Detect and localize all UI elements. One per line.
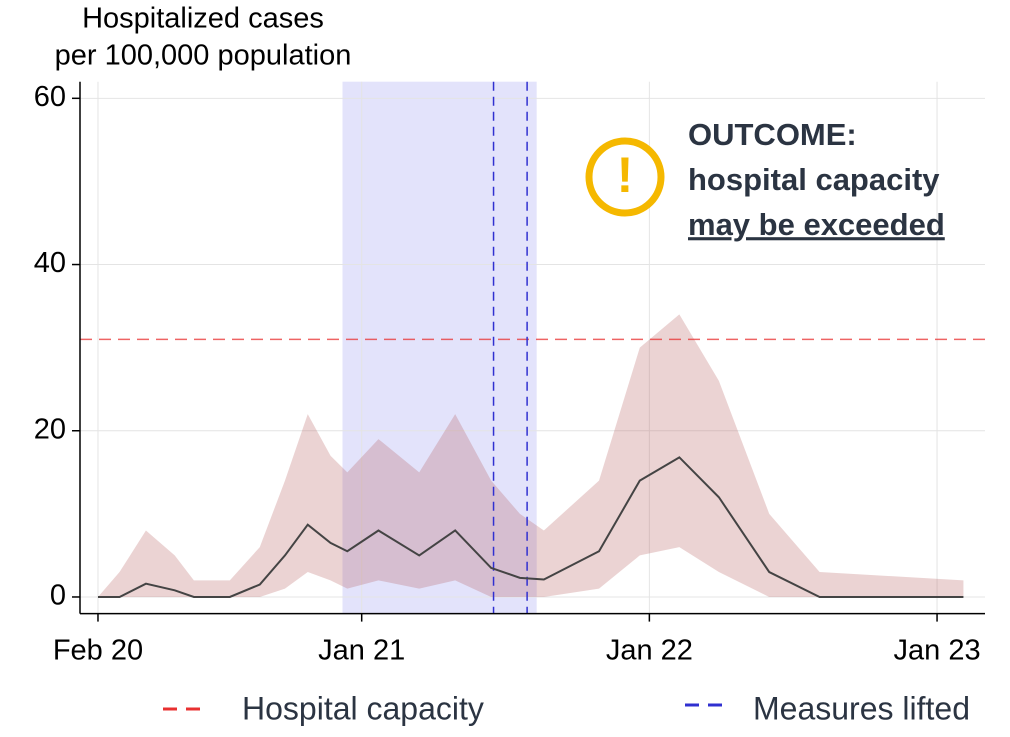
y-axis-title: per 100,000 population [55,40,352,72]
annotation-text: OUTCOME: [688,117,857,152]
y-tick-label: 60 [34,81,66,113]
y-axis-title: Hospitalized cases [82,3,324,35]
median-line [97,456,964,598]
y-tick-label: 40 [34,247,66,279]
x-tick-label: Jan 21 [318,634,405,666]
x-tick-label: Jan 23 [894,634,981,666]
x-tick-label: Feb 20 [53,634,143,666]
y-tick-label: 0 [50,580,66,612]
warning-mark: ! [617,147,634,203]
x-tick-label: Jan 22 [606,634,693,666]
annotation-text: hospital capacity [688,162,940,197]
shaded-period [342,81,537,614]
simulation-band [97,314,964,597]
annotation-text: may be exceeded [688,207,945,242]
warning-icon [585,137,665,217]
y-tick-label: 20 [34,413,66,445]
legend-label: Measures lifted [753,690,970,726]
legend-label: Hospital capacity [242,690,484,726]
